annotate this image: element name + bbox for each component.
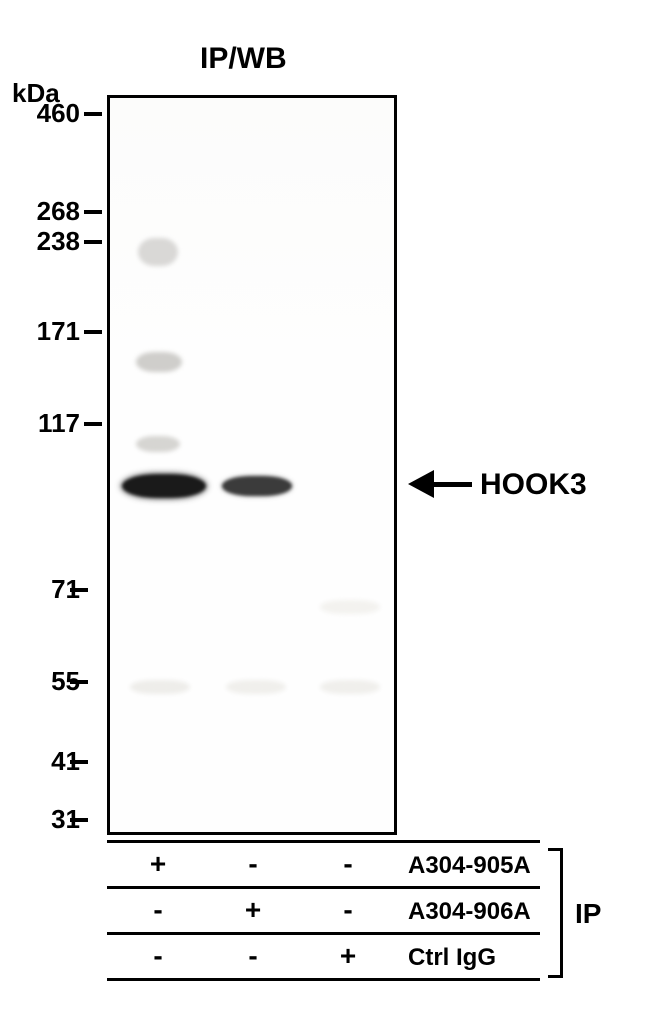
table-bottom-rule	[107, 978, 540, 981]
mw-tick-71	[70, 588, 88, 592]
faint-band	[138, 238, 178, 266]
mw-label-117: 117	[10, 408, 80, 439]
blot-frame	[107, 95, 397, 835]
mw-tick-460	[84, 112, 102, 116]
faint-band	[136, 436, 180, 452]
ip-bracket-bottom	[548, 975, 560, 978]
band-lane1-hook3	[122, 474, 206, 498]
ab-label-r1: A304-906A	[408, 898, 531, 926]
mark-r1-l2: -	[333, 894, 363, 926]
arrow-shaft	[432, 482, 472, 487]
faint-band	[320, 600, 380, 614]
mw-tick-31	[70, 818, 88, 822]
mw-tick-55	[70, 680, 88, 684]
mw-label-171: 171	[10, 316, 80, 347]
ab-label-r2: Ctrl IgG	[408, 944, 496, 972]
ip-bracket-top	[548, 848, 560, 851]
ab-label-r0: A304-905A	[408, 852, 531, 880]
mark-r1-l1: +	[238, 894, 268, 926]
blot-membrane	[110, 98, 394, 832]
faint-band	[320, 680, 380, 694]
mark-r0-l2: -	[333, 848, 363, 880]
mark-r2-l2: +	[333, 940, 363, 972]
faint-band	[136, 352, 182, 372]
mw-tick-171	[84, 330, 102, 334]
protein-name-label: HOOK3	[480, 468, 587, 502]
mark-r0-l1: -	[238, 848, 268, 880]
faint-band	[130, 680, 190, 694]
table-top-rule	[107, 840, 540, 843]
faint-band	[226, 680, 286, 694]
band-lane2-hook3	[222, 476, 292, 496]
table-rule-1	[107, 886, 540, 889]
ip-bracket-vline	[560, 848, 563, 978]
mark-r2-l0: -	[143, 940, 173, 972]
header-title: IP/WB	[200, 42, 287, 76]
mw-label-460: 460	[10, 98, 80, 129]
mark-r2-l1: -	[238, 940, 268, 972]
arrow-head-icon	[408, 470, 434, 498]
mark-r1-l0: -	[143, 894, 173, 926]
mw-tick-238	[84, 240, 102, 244]
mw-tick-268	[84, 210, 102, 214]
mw-tick-117	[84, 422, 102, 426]
ip-group-label: IP	[575, 898, 601, 930]
table-rule-2	[107, 932, 540, 935]
mw-label-268: 268	[10, 196, 80, 227]
mw-tick-41	[70, 760, 88, 764]
mark-r0-l0: +	[143, 848, 173, 880]
mw-label-238: 238	[10, 226, 80, 257]
